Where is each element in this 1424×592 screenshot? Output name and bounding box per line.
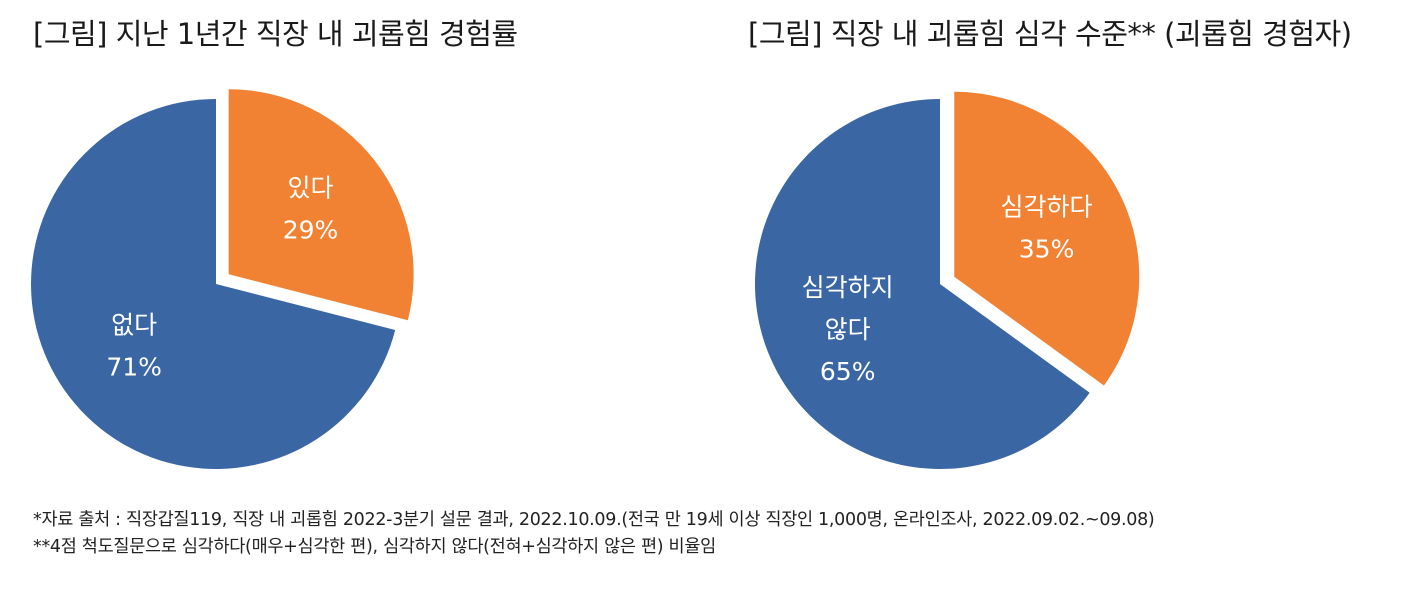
slice-category-label-1-1: 않다	[825, 315, 871, 344]
chart-title-right: [그림] 직장 내 괴롭힘 심각 수준** (괴롭힘 경험자)	[748, 17, 1352, 51]
chart-title-left: [그림] 지난 1년간 직장 내 괴롭힘 경험률	[33, 17, 518, 51]
slice-value-label-0-0: 29%	[283, 216, 339, 245]
pie-slice-0-1	[31, 99, 396, 469]
footnote-source: *자료 출처 : 직장갑질119, 직장 내 괴롭힘 2022-3분기 설문 결…	[33, 510, 1155, 530]
slice-category-label-0-0: 있다	[287, 174, 333, 203]
pie-slice-1-0	[954, 91, 1140, 386]
slice-value-label-1-0: 35%	[1019, 235, 1075, 264]
footnote-scale: **4점 척도질문으로 심각하다(매우+심각한 편), 심각하지 않다(전혀+심…	[33, 537, 716, 557]
pie-slice-1-1	[755, 99, 1090, 469]
slice-category-label-1-1: 심각하지	[802, 273, 894, 302]
pie-slice-0-0	[228, 89, 414, 321]
slice-category-label-0-1: 없다	[111, 310, 157, 339]
slice-value-label-1-1: 65%	[820, 357, 876, 386]
slice-value-label-0-1: 71%	[106, 352, 162, 381]
slice-category-label-1-0: 심각하다	[1001, 193, 1093, 222]
